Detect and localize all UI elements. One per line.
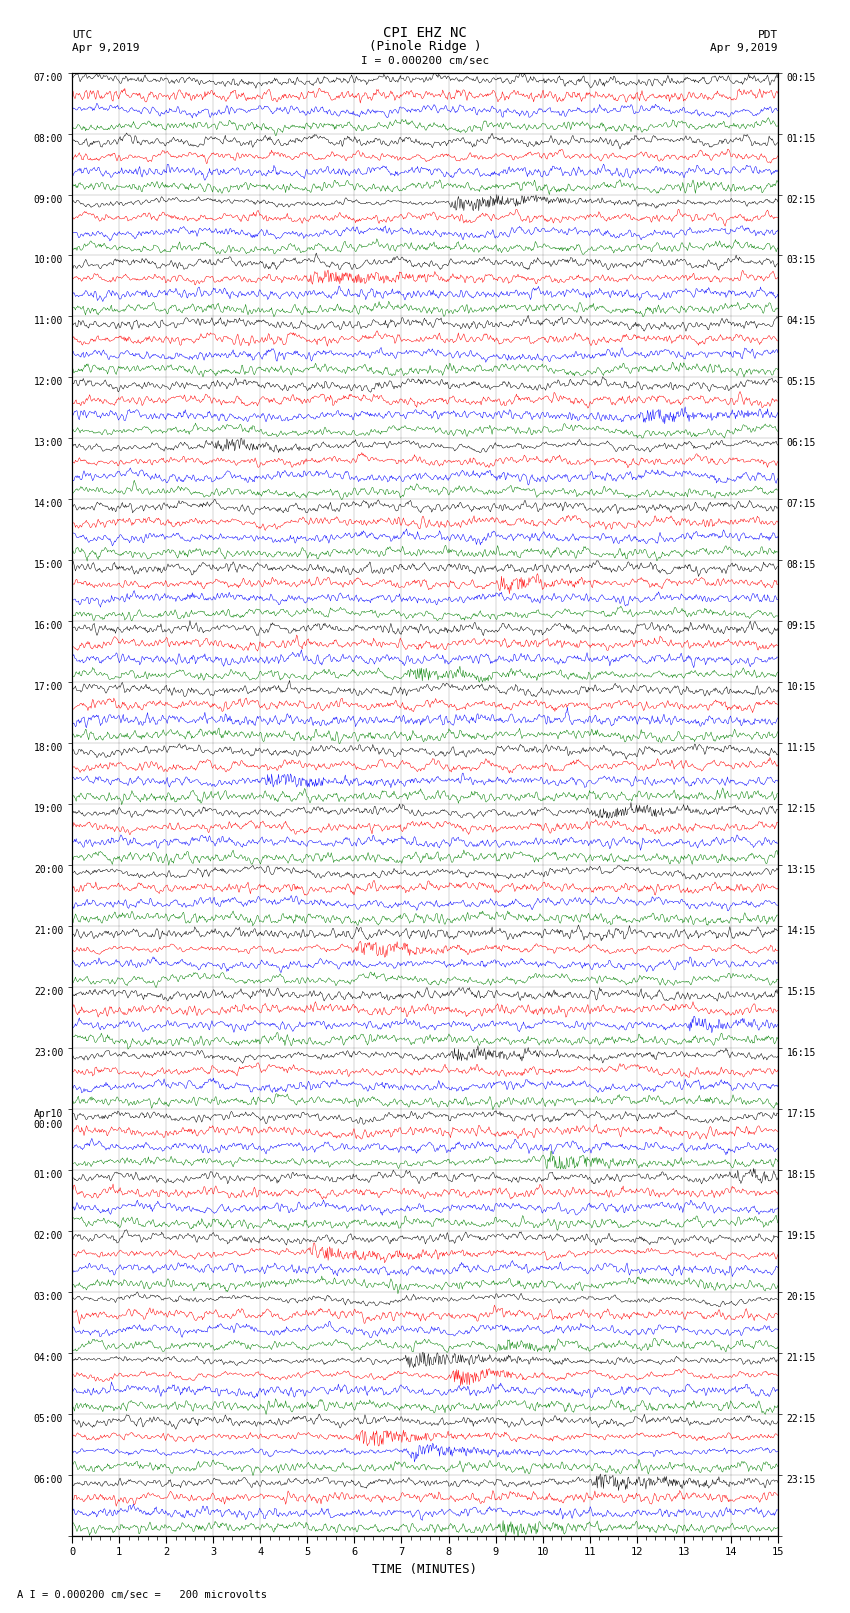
Text: CPI EHZ NC: CPI EHZ NC [383, 26, 467, 40]
Text: Apr 9,2019: Apr 9,2019 [72, 44, 139, 53]
X-axis label: TIME (MINUTES): TIME (MINUTES) [372, 1563, 478, 1576]
Text: PDT: PDT [757, 31, 778, 40]
Text: (Pinole Ridge ): (Pinole Ridge ) [369, 40, 481, 53]
Text: I = 0.000200 cm/sec: I = 0.000200 cm/sec [361, 56, 489, 66]
Text: A I = 0.000200 cm/sec =   200 microvolts: A I = 0.000200 cm/sec = 200 microvolts [17, 1590, 267, 1600]
Text: UTC: UTC [72, 31, 93, 40]
Text: Apr 9,2019: Apr 9,2019 [711, 44, 778, 53]
